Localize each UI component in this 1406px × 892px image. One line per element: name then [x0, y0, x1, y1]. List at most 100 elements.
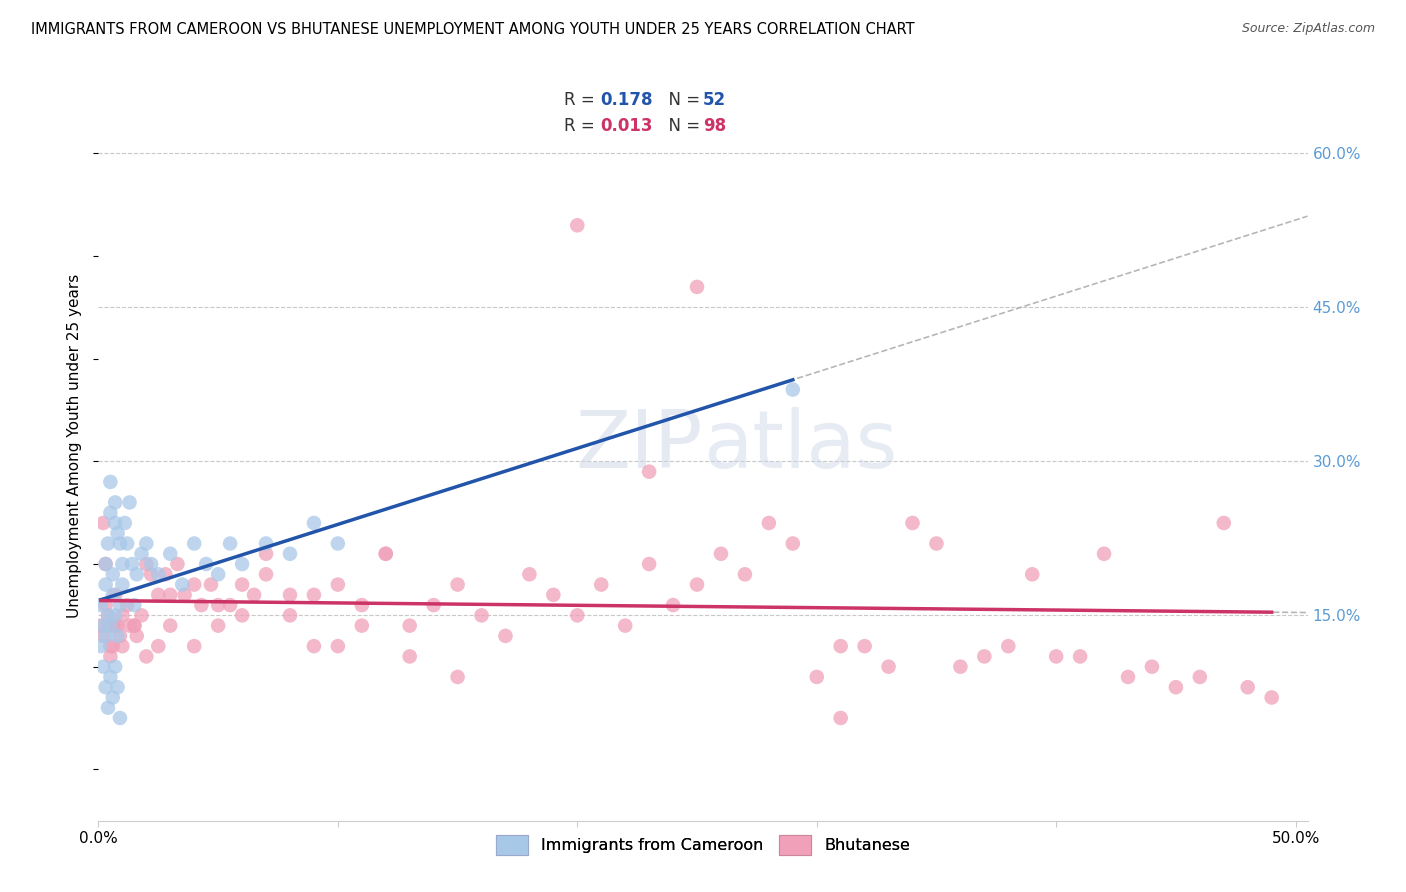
Text: Source: ZipAtlas.com: Source: ZipAtlas.com	[1241, 22, 1375, 36]
Point	[107, 629, 129, 643]
Point	[159, 618, 181, 632]
Point	[901, 516, 924, 530]
Point	[139, 567, 162, 582]
Point	[100, 618, 122, 632]
Point	[278, 547, 301, 561]
Point	[254, 536, 277, 550]
Y-axis label: Unemployment Among Youth under 25 years: Unemployment Among Youth under 25 years	[67, 274, 83, 618]
Point	[925, 536, 948, 550]
Point	[219, 598, 242, 612]
Text: 98: 98	[703, 117, 725, 135]
Point	[662, 598, 685, 612]
Point	[254, 567, 277, 582]
Point	[115, 536, 138, 550]
Point	[422, 598, 444, 612]
Point	[734, 567, 756, 582]
Text: atlas: atlas	[703, 407, 897, 485]
Point	[278, 608, 301, 623]
Point	[190, 598, 212, 612]
Point	[183, 577, 205, 591]
Text: 0.178: 0.178	[600, 91, 652, 109]
Point	[1236, 680, 1258, 694]
Point	[114, 516, 136, 530]
Point	[806, 670, 828, 684]
Point	[107, 526, 129, 541]
Point	[302, 588, 325, 602]
Point	[830, 711, 852, 725]
Point	[100, 649, 122, 664]
Point	[159, 588, 181, 602]
Point	[121, 557, 143, 571]
Point	[111, 557, 134, 571]
Point	[97, 700, 120, 714]
Point	[398, 649, 420, 664]
Point	[470, 608, 492, 623]
Point	[231, 557, 253, 571]
Point	[997, 639, 1019, 653]
Point	[614, 618, 637, 632]
Point	[124, 618, 146, 632]
Point	[91, 516, 114, 530]
Point	[495, 629, 517, 643]
Point	[108, 598, 131, 612]
Point	[326, 577, 349, 591]
Text: R =: R =	[564, 91, 600, 109]
Point	[104, 495, 127, 509]
Text: 0.013: 0.013	[600, 117, 652, 135]
Point	[97, 608, 120, 623]
Point	[101, 618, 124, 632]
Point	[207, 567, 229, 582]
Point	[94, 598, 117, 612]
Point	[519, 567, 541, 582]
Point	[374, 547, 396, 561]
Point	[207, 618, 229, 632]
Point	[91, 629, 114, 643]
Point	[135, 649, 157, 664]
Point	[94, 557, 117, 571]
Point	[111, 639, 134, 653]
Point	[111, 577, 134, 591]
Point	[231, 577, 253, 591]
Point	[101, 690, 124, 705]
Point	[638, 557, 661, 571]
Point	[1212, 516, 1234, 530]
Point	[254, 547, 277, 561]
Point	[243, 588, 266, 602]
Point	[231, 608, 253, 623]
Point	[107, 680, 129, 694]
Point	[166, 557, 188, 571]
Point	[104, 516, 127, 530]
Point	[302, 516, 325, 530]
Point	[94, 629, 117, 643]
Point	[302, 639, 325, 653]
Point	[101, 639, 124, 653]
Point	[108, 536, 131, 550]
Point	[97, 536, 120, 550]
Point	[91, 618, 114, 632]
Point	[1045, 649, 1067, 664]
Point	[135, 536, 157, 550]
Point	[90, 618, 112, 632]
Point	[207, 598, 229, 612]
Point	[567, 219, 589, 233]
Text: ZIP: ZIP	[575, 407, 703, 485]
Point	[90, 639, 112, 653]
Point	[97, 608, 120, 623]
Text: 52: 52	[703, 91, 725, 109]
Point	[104, 608, 127, 623]
Point	[148, 639, 170, 653]
Point	[139, 557, 162, 571]
Point	[104, 618, 127, 632]
Point	[710, 547, 733, 561]
Point	[877, 659, 900, 673]
Point	[100, 670, 122, 684]
Point	[350, 598, 373, 612]
Point	[125, 567, 148, 582]
Point	[148, 567, 170, 582]
Point	[107, 618, 129, 632]
Text: R =: R =	[564, 117, 600, 135]
Point	[125, 629, 148, 643]
Point	[94, 680, 117, 694]
Point	[200, 577, 222, 591]
Point	[118, 495, 141, 509]
